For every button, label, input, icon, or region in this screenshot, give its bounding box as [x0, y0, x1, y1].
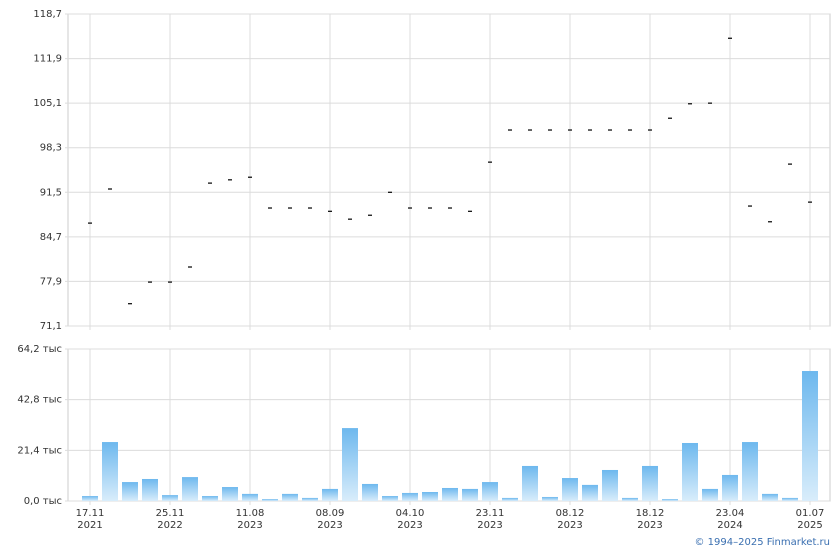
y-tick-label: 91,5 [40, 187, 62, 198]
bar [202, 496, 218, 501]
bar [322, 488, 338, 501]
bar [582, 484, 598, 501]
x-tick-label: 2023 [397, 520, 422, 531]
bar [382, 496, 398, 501]
bar [82, 496, 98, 501]
bar [722, 474, 738, 501]
bar [662, 499, 678, 501]
bar [182, 477, 198, 501]
y-tick-label: 0,0 тыс [24, 496, 62, 507]
bar [522, 465, 538, 501]
bar [402, 492, 418, 501]
bar [122, 482, 138, 501]
x-tick-label: 2023 [317, 520, 342, 531]
x-tick-label: 2023 [557, 520, 582, 531]
x-tick-label: 2021 [77, 520, 102, 531]
bar [782, 497, 798, 501]
y-tick-label: 84,7 [40, 232, 62, 243]
x-tick-label: 18.12 [636, 508, 665, 519]
bar [422, 492, 438, 501]
bar [442, 487, 458, 501]
bar [602, 469, 618, 501]
bar [302, 497, 318, 501]
bar [482, 482, 498, 501]
x-tick-label: 2024 [717, 520, 742, 531]
bar [742, 442, 758, 501]
bar [242, 493, 258, 501]
x-tick-label: 25.11 [156, 508, 185, 519]
y-tick-label: 21,4 тыс [17, 445, 62, 456]
x-tick-label: 23.11 [476, 508, 505, 519]
bar [762, 493, 778, 501]
y-tick-label: 98,3 [40, 143, 62, 154]
x-tick-label: 04.10 [396, 508, 425, 519]
y-tick-label: 118,7 [33, 9, 62, 20]
bar [142, 478, 158, 501]
footer: © 1994–2025 Finmarket.ru [694, 537, 830, 548]
x-tick-label: 08.12 [556, 508, 585, 519]
x-tick-label: 01.07 [796, 508, 825, 519]
bar [642, 465, 658, 501]
y-tick-label: 42,8 тыс [17, 395, 62, 406]
x-tick-label: 17.11 [76, 508, 105, 519]
bar [462, 488, 478, 501]
bar [562, 478, 578, 501]
bar [802, 371, 818, 501]
x-tick-label: 08.09 [316, 508, 345, 519]
plot-area [67, 13, 831, 327]
bar [282, 493, 298, 501]
bar [542, 496, 558, 501]
y-tick-label: 71,1 [40, 321, 62, 332]
x-tick-label: 2025 [797, 520, 822, 531]
bar [262, 499, 278, 501]
y-tick-label: 77,9 [40, 276, 62, 287]
x-tick-label: 2023 [237, 520, 262, 531]
bar [222, 487, 238, 501]
bar [162, 495, 178, 501]
y-tick-label: 64,2 тыс [17, 344, 62, 355]
bar [362, 483, 378, 501]
y-tick-label: 111,9 [33, 54, 62, 65]
x-tick-label: 2023 [637, 520, 662, 531]
bar [682, 442, 698, 501]
x-tick-label: 11.08 [236, 508, 265, 519]
bar [622, 497, 638, 501]
x-tick-label: 2022 [157, 520, 182, 531]
bar [702, 488, 718, 501]
y-tick-label: 105,1 [33, 98, 62, 109]
bar [342, 428, 358, 501]
x-tick-label: 2023 [477, 520, 502, 531]
x-tick-label: 23.04 [716, 508, 745, 519]
bar [102, 442, 118, 501]
bar [502, 497, 518, 501]
